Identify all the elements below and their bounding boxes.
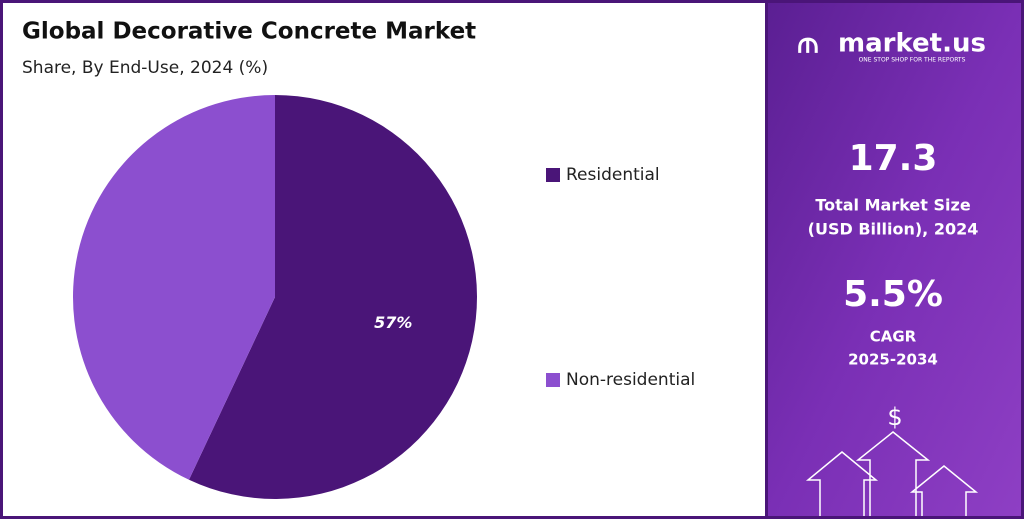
cagr: 5.5% xyxy=(843,274,943,315)
logo-mark: ⫙ xyxy=(798,26,819,61)
legend-label: Residential xyxy=(566,165,660,185)
arrows-icon xyxy=(805,431,979,516)
legend-label: Non-residential xyxy=(566,370,695,390)
tagline: ONE STOP SHOP FOR THE REPORTS xyxy=(859,57,966,64)
market-size-label: Total Market Size xyxy=(815,196,970,215)
dollar-icon: $ xyxy=(887,403,902,431)
legend-swatch xyxy=(546,168,560,182)
pie-slice xyxy=(188,95,477,499)
chart-title: Global Decorative Concrete Market xyxy=(22,19,476,45)
cagr-label: 2025-2034 xyxy=(848,351,938,369)
market-size-label: (USD Billion), 2024 xyxy=(808,220,979,239)
data-label: 57% xyxy=(374,313,412,332)
cagr-label: CAGR xyxy=(870,328,917,346)
sidebar: ⫙ market.us ONE STOP SHOP FOR THE REPORT… xyxy=(798,26,986,516)
pie: 57% xyxy=(73,95,477,499)
legend: Residential Non-residential xyxy=(546,165,695,390)
market-size: 17.3 xyxy=(849,138,938,179)
logo: market.us xyxy=(838,29,986,59)
legend-swatch xyxy=(546,373,560,387)
side-panel xyxy=(768,3,1021,516)
chart-subtitle: Share, By End-Use, 2024 (%) xyxy=(22,58,268,78)
pie-slice xyxy=(73,95,275,480)
